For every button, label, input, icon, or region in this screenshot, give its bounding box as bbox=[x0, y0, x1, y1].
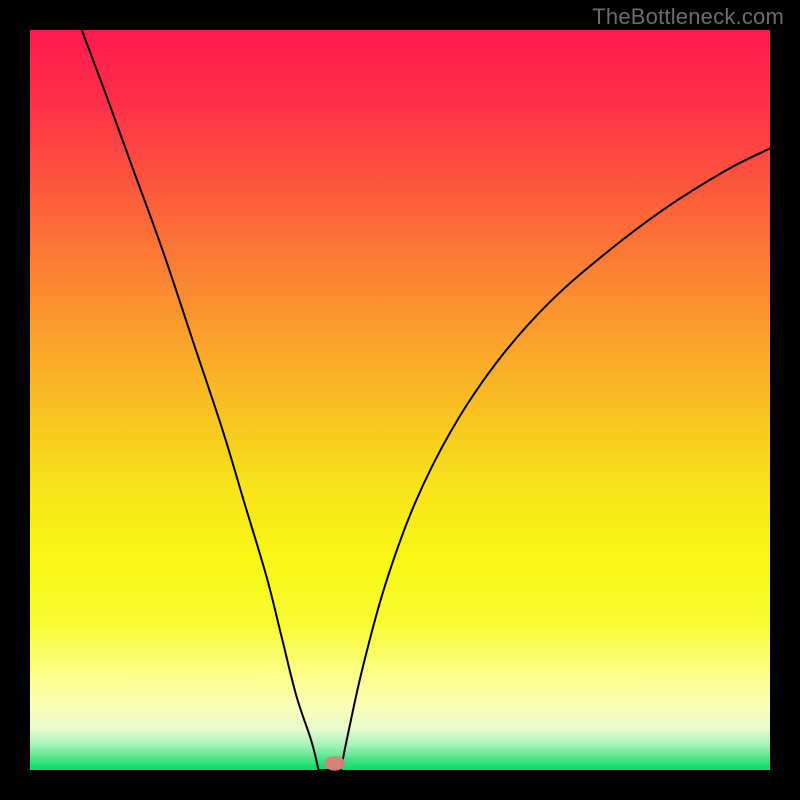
optimal-point-marker bbox=[325, 756, 346, 771]
bottleneck-chart-container: TheBottleneck.com bbox=[0, 0, 800, 800]
bottleneck-chart-svg bbox=[0, 0, 800, 800]
plot-background bbox=[30, 30, 770, 770]
watermark-text: TheBottleneck.com bbox=[592, 4, 784, 30]
